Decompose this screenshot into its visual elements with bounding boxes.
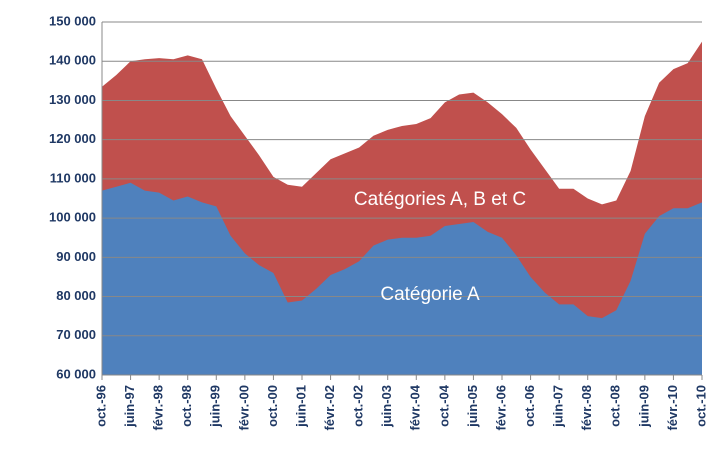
x-tick-label: févr.-00 <box>236 385 251 431</box>
y-tick-label: 80 000 <box>56 288 96 303</box>
y-tick-label: 130 000 <box>49 92 96 107</box>
x-tick-label: juin-01 <box>293 385 308 428</box>
y-tick-label: 100 000 <box>49 210 96 225</box>
x-tick-label: juin-03 <box>379 385 394 428</box>
x-tick-label: oct.-04 <box>436 384 451 427</box>
y-tick-label: 110 000 <box>50 170 96 185</box>
annotation: Catégorie A <box>380 284 480 305</box>
x-tick-label: oct.-00 <box>265 385 280 427</box>
x-tick-label: oct.-06 <box>522 385 537 427</box>
y-tick-label: 120 000 <box>49 131 96 146</box>
y-tick-label: 150 000 <box>49 13 96 28</box>
x-tick-label: févr.-10 <box>665 385 680 431</box>
x-tick-label: févr.-02 <box>322 385 337 431</box>
y-tick-label: 70 000 <box>56 327 96 342</box>
x-tick-label: juin-99 <box>208 385 223 428</box>
x-tick-label: juin-07 <box>551 385 566 428</box>
x-tick-label: oct.-10 <box>693 385 708 427</box>
y-tick-label: 140 000 <box>49 53 96 68</box>
x-tick-label: févr.-98 <box>151 385 166 431</box>
x-tick-label: juin-97 <box>122 385 137 428</box>
x-tick-label: févr.-06 <box>493 385 508 431</box>
x-tick-label: oct.-08 <box>608 385 623 427</box>
x-tick-label: févr.-04 <box>408 384 423 430</box>
x-tick-label: oct.-02 <box>351 385 366 427</box>
x-tick-label: oct.-98 <box>179 385 194 427</box>
x-tick-label: oct.-96 <box>93 385 108 427</box>
y-tick-label: 60 000 <box>56 366 96 381</box>
x-tick-label: juin-05 <box>465 385 480 428</box>
area <box>102 182 702 375</box>
annotation: Catégories A, B et C <box>354 189 526 210</box>
y-tick-label: 90 000 <box>56 249 96 264</box>
x-tick-label: févr.-08 <box>579 385 594 431</box>
x-tick-label: juin-09 <box>636 385 651 428</box>
